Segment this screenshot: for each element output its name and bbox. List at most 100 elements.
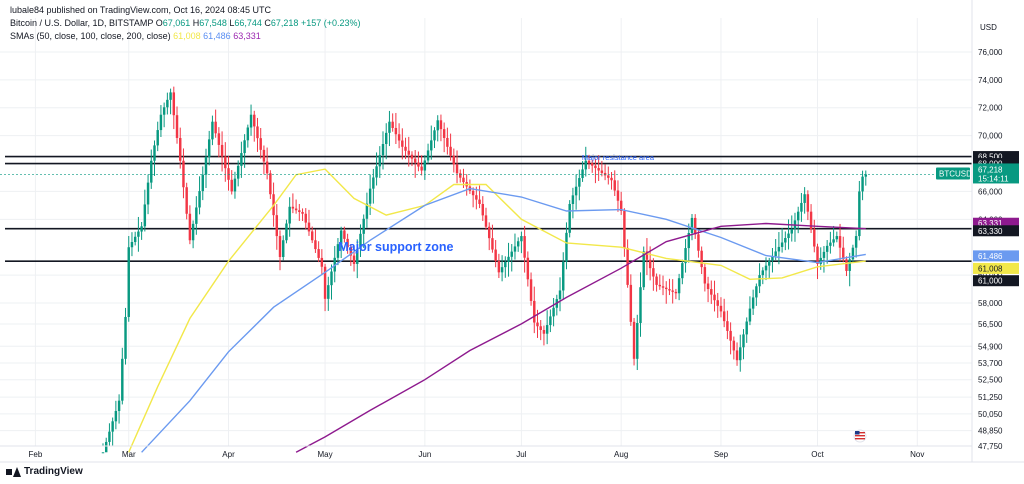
candle-body [562,261,565,291]
candle-body [108,431,111,442]
candle-body [610,177,613,181]
candle-body [693,217,697,235]
candle-body [397,134,401,141]
candle-body [854,236,858,248]
candle-body [275,215,279,237]
candle-body [484,215,488,227]
candle-body [130,242,134,248]
candle-body [500,267,504,273]
candle-body [204,157,208,175]
candle-body [211,121,214,140]
candle-body [246,127,250,141]
candle-body [542,329,546,334]
candle-body [600,170,604,173]
level-tag-bg [973,151,1019,163]
candle-body [607,175,610,178]
candle-body [536,322,539,327]
level-tag-bg [973,275,1019,287]
candle-body [214,121,217,134]
candle-body [494,249,497,261]
candle-body [574,186,578,196]
candle-body [365,203,369,219]
candle-body [162,107,166,115]
candle-body [346,238,349,248]
candle-body [652,268,655,277]
candle-body [401,140,404,147]
candle-body [394,127,398,135]
chart-header: lubale84 published on TradingView.com, O… [10,4,361,43]
candle-body [117,400,121,411]
candle-body [825,245,829,252]
candle-body [137,231,140,237]
ma-tag-bg [973,217,1019,229]
time-axis[interactable]: Feb Mar Apr May Jun Jul Aug Sep Oct Nov [0,445,1024,463]
y-tick-label: 76,000 [978,48,1003,57]
candle-body [504,261,507,268]
candle-body [668,289,671,291]
candle-body [520,236,523,242]
low-value: 66,744 [234,18,262,28]
candle-body [478,199,481,204]
candlestick-series [101,86,868,454]
candle-body [655,276,658,285]
candle-body [185,187,188,214]
candle-body [304,213,307,223]
candle-body [806,194,810,212]
candle-body [842,247,845,260]
candle-body [619,200,623,211]
candle-body [114,410,118,422]
candle-body [352,255,356,264]
candle-body [784,238,787,243]
x-tick-label: Jun [418,450,431,459]
candle-body [314,240,317,250]
candle-body [681,263,684,279]
candle-body [298,210,301,213]
candle-body [111,421,114,432]
candle-body [124,316,127,359]
candle-body [288,206,291,224]
candle-body [755,286,758,298]
candle-body [848,259,851,271]
candle-body [690,217,694,234]
candle-body [217,133,221,145]
candle-body [362,218,365,234]
candle-body [320,257,324,267]
tradingview-logo-icon [6,466,21,477]
candle-body [819,257,822,264]
candle-body [385,132,388,145]
candle-body [796,211,800,221]
sma-legend: SMAs (50, close, 100, close, 200, close)… [10,30,361,43]
sma50-line [128,168,866,453]
candle-body [558,290,562,300]
candle-body [816,246,819,264]
candle-body [726,321,729,331]
candle-body [623,210,626,248]
candle-body [243,140,246,154]
candle-body [179,137,182,161]
candle-body [104,441,108,453]
ohlc-line: Bitcoin / U.S. Dollar, 1D, BITSTAMP O67,… [10,18,361,28]
y-tick-label: 51,250 [978,393,1003,402]
x-tick-label: Nov [910,450,924,459]
level-tag: 63,330 [978,227,1003,236]
candle-body [381,144,385,156]
candle-body [487,226,491,239]
candle-body [497,260,501,273]
candle-body [452,155,456,165]
sma200-line [295,222,866,453]
chart-annotations: Major resistance area Major support zone [338,153,655,254]
sma-lines [128,168,866,453]
candle-body [201,174,204,192]
candle-body [858,191,861,237]
candle-body [156,130,159,146]
candle-body [636,323,639,359]
candle-body [594,165,597,169]
price-axis[interactable]: USD76,00074,00072,00070,00066,00064,0006… [0,0,1019,462]
y-tick-label: 47,750 [978,442,1003,451]
candle-body [800,202,803,212]
sma100-line [141,187,866,453]
candle-body [426,150,430,161]
candle-body [645,251,649,260]
candle-body [240,153,243,166]
